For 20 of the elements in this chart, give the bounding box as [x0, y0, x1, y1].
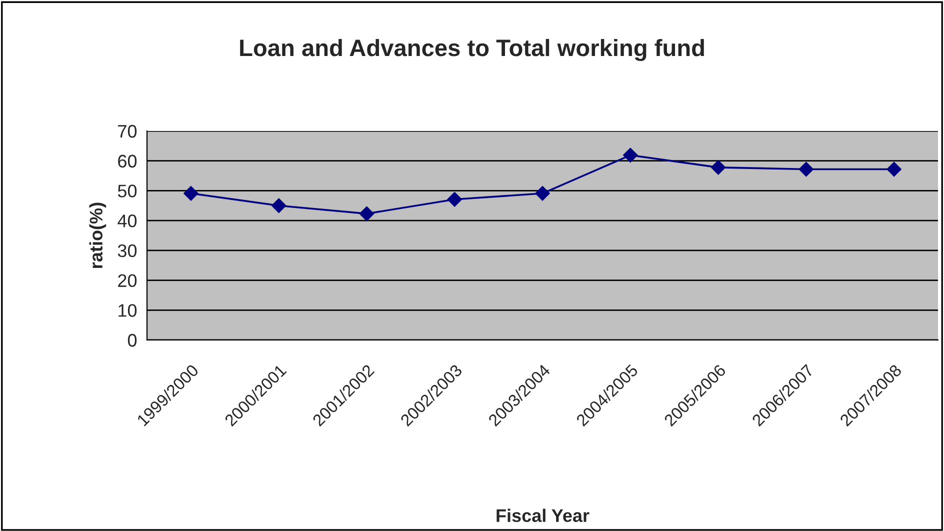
y-tick-label: 70	[118, 124, 137, 138]
point	[359, 206, 374, 222]
point	[622, 148, 638, 163]
point	[535, 186, 550, 201]
y-tick-label: 30	[118, 244, 137, 258]
point	[184, 186, 198, 201]
y-tick-label: 60	[118, 154, 137, 168]
chart-title: Loan and Advances to Total working fund	[240, 38, 704, 62]
y-tick-label: 40	[118, 214, 137, 228]
y-tick-label: 20	[118, 274, 137, 288]
y-tick-label: 0	[128, 334, 137, 347]
y-tick-label: 10	[118, 304, 137, 317]
point	[710, 160, 726, 175]
y-tick-label: 50	[118, 184, 137, 198]
point	[271, 198, 286, 214]
point	[798, 162, 814, 177]
point	[447, 192, 462, 207]
point	[886, 162, 902, 177]
x-axis-title: Fiscal Year	[496, 508, 590, 522]
y-axis-title: ratio(%)	[89, 202, 106, 268]
